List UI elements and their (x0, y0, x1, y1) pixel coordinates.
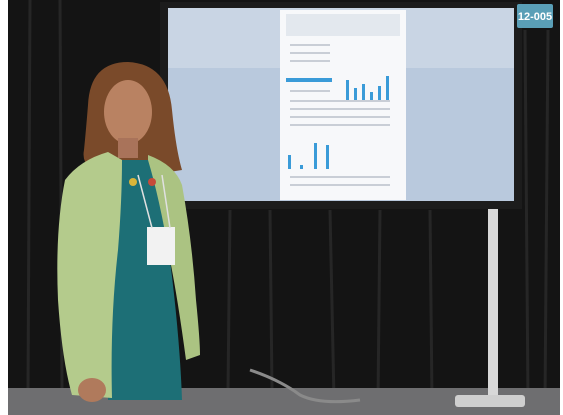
poster-text-lines (290, 44, 390, 186)
face (104, 80, 152, 144)
sign-label: 12-005 (518, 11, 552, 23)
sign (517, 4, 553, 28)
cables (249, 368, 361, 404)
lanyard (137, 174, 153, 229)
poster-chart-bars (288, 76, 389, 169)
hand (78, 378, 106, 402)
name-badge (147, 227, 175, 265)
dress (108, 160, 182, 400)
neck (118, 138, 138, 158)
jacket-left (57, 152, 122, 398)
poster (280, 10, 406, 200)
stand-base (455, 395, 525, 407)
lanyard (161, 174, 171, 229)
brooch (148, 178, 156, 186)
poster-header (286, 14, 400, 36)
curtain-folds (26, 0, 550, 401)
poster-highlight (286, 78, 332, 82)
brooch (129, 178, 137, 186)
monitor-stand (488, 205, 498, 400)
